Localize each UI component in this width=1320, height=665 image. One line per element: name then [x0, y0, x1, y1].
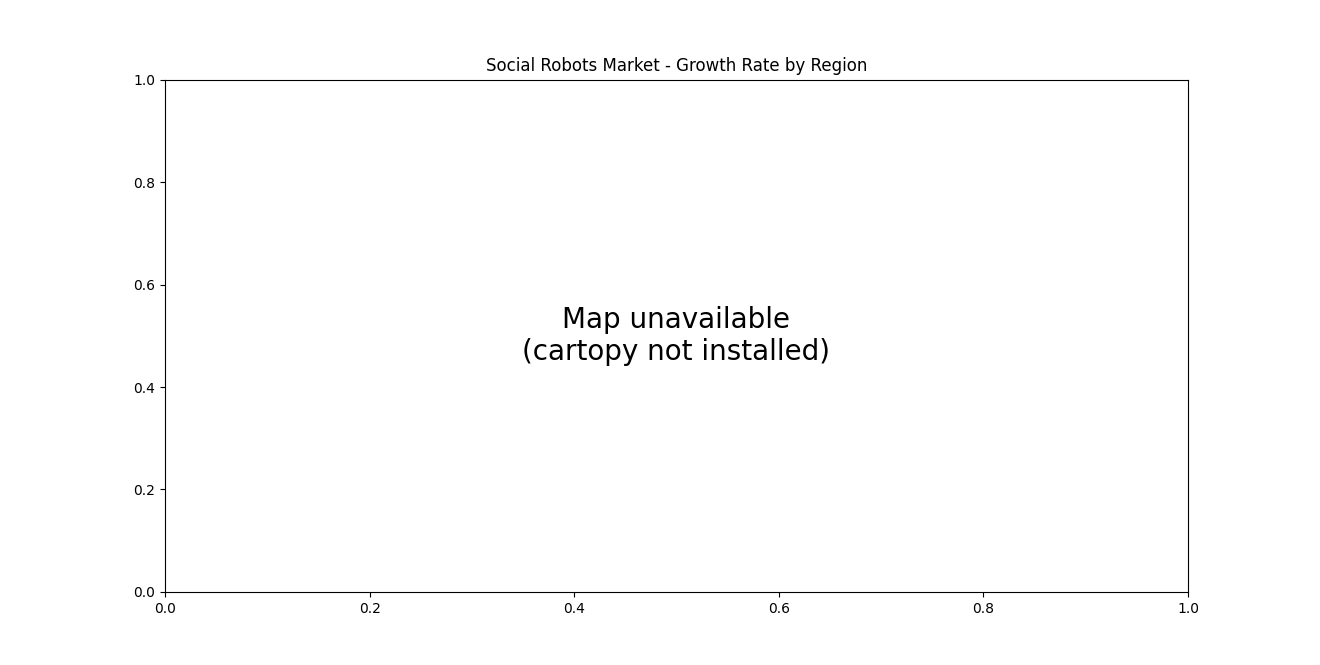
Title: Social Robots Market - Growth Rate by Region: Social Robots Market - Growth Rate by Re… [486, 57, 867, 75]
Text: Map unavailable
(cartopy not installed): Map unavailable (cartopy not installed) [523, 306, 830, 366]
